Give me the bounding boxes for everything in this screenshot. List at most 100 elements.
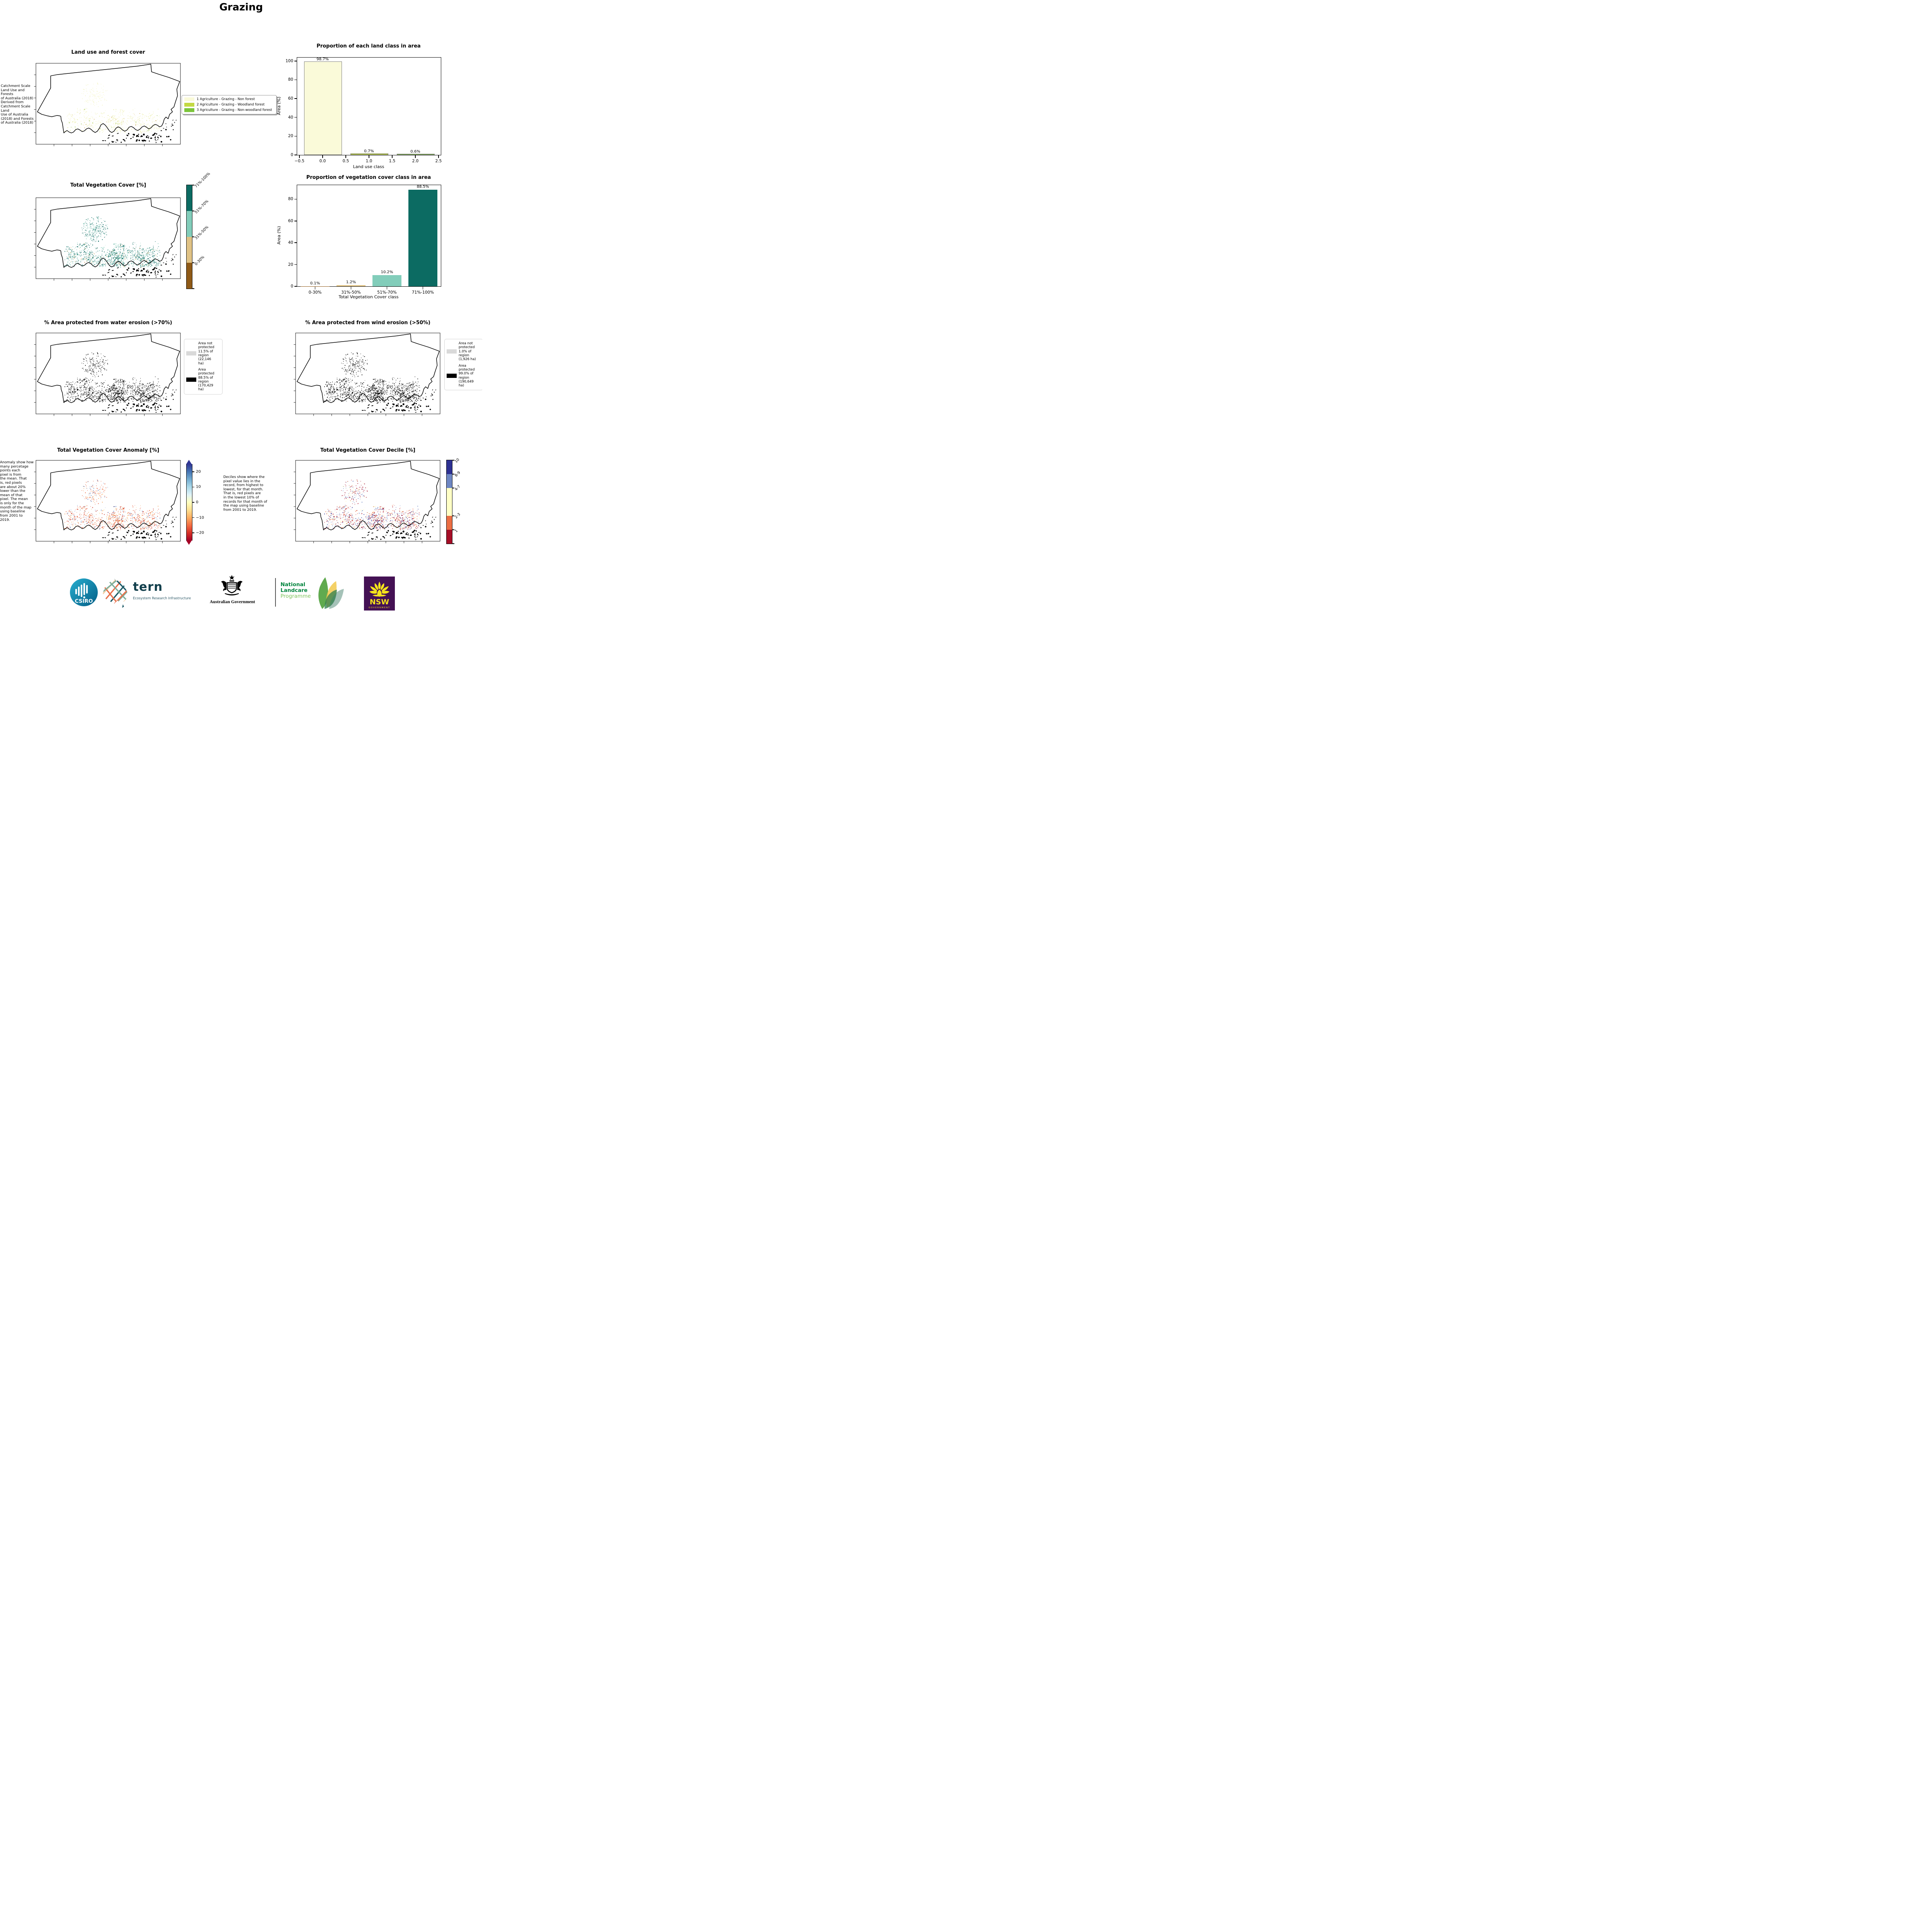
colorbar-segment xyxy=(447,516,452,530)
colorbar-tick xyxy=(192,236,194,237)
gray-swatch-icon xyxy=(186,351,196,356)
colorbar-tick xyxy=(192,502,194,503)
y-tick-label: 0 xyxy=(291,284,293,289)
landcare-leaves-icon xyxy=(314,577,346,610)
legend-text-protected: Area protected 88.5% of region (170,429 … xyxy=(198,367,214,392)
map-land-use xyxy=(34,61,181,147)
y-tick xyxy=(294,242,297,243)
x-tick xyxy=(315,286,316,289)
x-tick-label: 1.5 xyxy=(389,159,396,163)
colorbar-tick-label: −20 xyxy=(196,531,204,535)
colorbar-tick-label: 20 xyxy=(196,469,201,474)
x-tick xyxy=(345,155,346,158)
colorbar-tick xyxy=(192,262,194,263)
y-tick-label: 40 xyxy=(288,115,293,120)
colorbar-tick-label: 1 xyxy=(454,529,459,534)
y-tick-label: 80 xyxy=(288,197,293,202)
page-title: Grazing xyxy=(219,2,263,13)
bar-value-label: 88.5% xyxy=(417,185,429,189)
colorbar-tick-label: 10 xyxy=(454,457,461,464)
legend-swatch-icon xyxy=(184,103,194,107)
legend-swatch-icon xyxy=(184,108,194,112)
map-title-veg-cover: Total Vegetation Cover [%] xyxy=(70,182,146,188)
legend-item-not-protected: Area not protected 1.0% of region (1,926… xyxy=(447,342,481,362)
tern-australia-icon xyxy=(100,577,131,609)
decile-side-note: Deciles show where the pixel value lies … xyxy=(223,475,267,512)
x-tick-label: 2.5 xyxy=(435,159,442,163)
anomaly-colorbar: 20 10 0 −10 −20 xyxy=(186,460,204,545)
land-use-legend-item: 1 Agriculture - Grazing - Non forest xyxy=(184,97,274,101)
x-tick xyxy=(299,155,300,158)
landcare-line2: Landcare xyxy=(281,587,308,594)
coat-of-arms xyxy=(221,575,243,595)
legend-label: 3 Agriculture - Grazing - Non-woodland f… xyxy=(197,108,272,112)
nsw-government-logo: NSW GOVERNMENT xyxy=(364,577,395,611)
colorbar-arrow-up xyxy=(186,460,192,464)
bar xyxy=(408,190,437,286)
colorbar-tick xyxy=(192,471,194,472)
bar xyxy=(337,285,366,286)
nsw-sub-label: GOVERNMENT xyxy=(368,607,391,609)
colorbar-tick xyxy=(452,515,454,516)
legend-item-protected: Area protected 99.0% of region (190,649 … xyxy=(447,364,481,388)
map-title-decile: Total Vegetation Cover Decile [%] xyxy=(320,447,415,453)
x-axis-label-veg-class: Total Vegetation Cover class xyxy=(338,294,399,299)
map-veg-cover xyxy=(34,195,181,281)
x-tick xyxy=(415,155,416,158)
y-axis-label-veg-class: Area (%) xyxy=(276,226,282,245)
colorbar-gradient: 20 10 0 −10 −20 xyxy=(186,464,204,541)
veg-cover-colorbar: 71%-100% 51%-70% 31%-50% 0-30% xyxy=(186,172,211,289)
landcare-line3: Programme xyxy=(281,593,311,600)
land-use-legend-item: 2 Agriculture - Grazing - Woodland fores… xyxy=(184,103,274,107)
water-erosion-map-figure xyxy=(34,333,181,416)
x-axis-label-land-class: Land use class xyxy=(353,164,384,169)
water-erosion-legend: Area not protected 11.5% of region (22,1… xyxy=(184,339,223,395)
y-tick-label: 40 xyxy=(288,240,293,245)
australian-government-crest-icon xyxy=(219,575,244,597)
colorbar-tick-label: 0-30% xyxy=(194,255,206,267)
waratah-icon xyxy=(369,582,389,597)
colorbar-segment xyxy=(187,237,192,263)
y-tick xyxy=(294,264,297,265)
y-tick xyxy=(294,199,297,200)
colorbar-segment xyxy=(187,211,192,237)
colorbar-tick xyxy=(452,460,454,461)
csiro-logo: CSIRO xyxy=(70,578,98,607)
tern-scribble-map xyxy=(103,579,128,608)
legend-label: 2 Agriculture - Grazing - Woodland fores… xyxy=(197,103,265,107)
decile-colorbar: 10 8-9 4-7 2-3 1 xyxy=(446,457,461,544)
black-swatch-icon xyxy=(186,378,196,382)
map-title-anomaly: Total Vegetation Cover Anomaly [%] xyxy=(57,447,160,453)
y-tick-label: 20 xyxy=(288,262,293,267)
logo-divider xyxy=(275,578,276,607)
colorbar-tick-label: 71%-100% xyxy=(194,172,211,189)
map-water-erosion xyxy=(34,330,181,417)
report-page: Grazing Land use and forest cover Catchm… xyxy=(0,0,482,611)
y-tick xyxy=(294,286,297,287)
y-axis-label-land-class: Area (%) xyxy=(276,97,282,115)
veg-cover-map-figure xyxy=(34,197,181,281)
map-anomaly xyxy=(34,458,181,544)
x-tick-label: 51%-70% xyxy=(377,290,397,295)
colorbar-tick-label: 10 xyxy=(196,485,201,489)
colorbar-arrow-down xyxy=(186,541,192,545)
colorbar-segment xyxy=(187,263,192,289)
legend-swatch-icon xyxy=(184,97,194,101)
y-tick xyxy=(294,117,297,118)
y-tick-label: 0 xyxy=(291,153,293,157)
black-swatch-icon xyxy=(447,374,457,378)
decile-map-figure xyxy=(294,460,440,543)
x-tick-label: 2.0 xyxy=(412,159,419,163)
legend-label: 1 Agriculture - Grazing - Non forest xyxy=(197,97,255,101)
colorbar-tick-label: 2-3 xyxy=(454,512,461,520)
map-wind-erosion xyxy=(294,330,440,417)
map-title-wind-erosion: % Area protected from wind erosion (>50%… xyxy=(305,320,430,326)
map-title-water-erosion: % Area protected from water erosion (>70… xyxy=(44,320,172,326)
x-tick-label: 31%-50% xyxy=(341,290,361,295)
colorbar-tick-label: 0 xyxy=(196,500,199,505)
colorbar-tick-label: −10 xyxy=(196,515,204,520)
colorbar-segment xyxy=(447,488,452,516)
bar-value-label: 0.1% xyxy=(310,281,320,286)
x-tick-label: 1.0 xyxy=(366,159,372,163)
x-tick xyxy=(350,286,352,289)
